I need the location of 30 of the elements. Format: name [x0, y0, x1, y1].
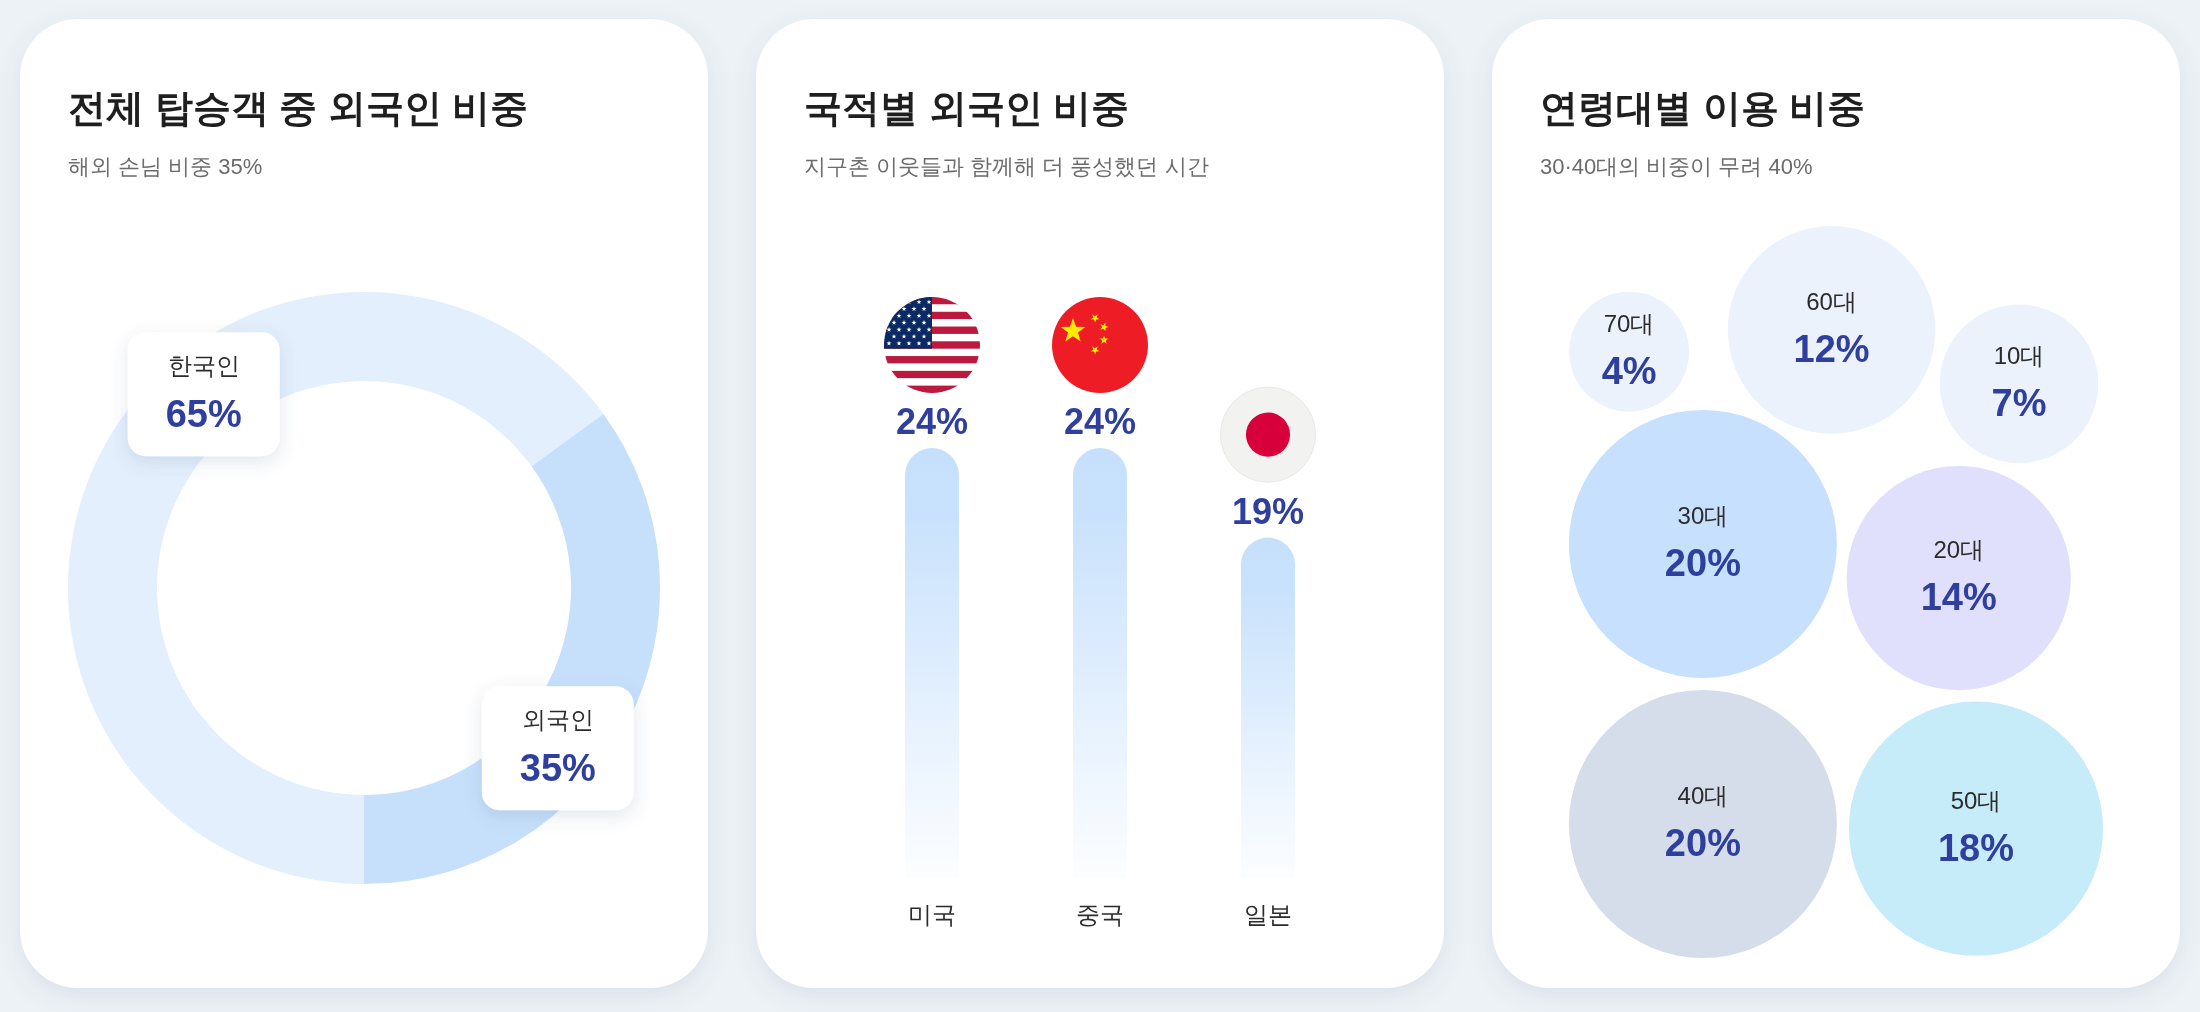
chart-subtitle: 30·40대의 비중이 무려 40% — [1540, 154, 1813, 179]
x-tick-label: 일본 — [1244, 901, 1292, 928]
chart-title: 국적별 외국인 비중 — [804, 87, 1130, 129]
category-label: 30대 — [1677, 501, 1729, 529]
chart-subtitle: 지구촌 이웃들과 함께해 더 풍성했던 시간 — [804, 154, 1209, 179]
category-label: 10대 — [1993, 341, 2045, 369]
slice-label: 외국인 — [521, 706, 594, 734]
data-label: 20% — [1664, 541, 1741, 584]
data-label: 20% — [1664, 821, 1741, 864]
chart-title: 전체 탑승객 중 외국인 비중 — [68, 87, 529, 129]
category-label: 60대 — [1806, 287, 1857, 315]
data-label: 19% — [1231, 490, 1305, 532]
x-tick-label: 중국 — [1076, 901, 1124, 928]
data-label: 14% — [1920, 576, 1997, 619]
data-label: 18% — [1937, 826, 2015, 869]
data-label: 35% — [519, 747, 596, 790]
category-label: 20대 — [1933, 536, 1985, 564]
data-label: 12% — [1793, 327, 1870, 370]
data-label: 24% — [1063, 401, 1137, 442]
category-label: 70대 — [1603, 309, 1655, 337]
category-label: 40대 — [1677, 781, 1729, 809]
data-label: 65% — [165, 393, 242, 436]
chart-title: 연령대별 이용 비중 — [1540, 87, 1866, 129]
data-label: 24% — [895, 401, 969, 442]
x-tick-label: 미국 — [908, 901, 956, 928]
category-label: 50대 — [1950, 786, 2002, 814]
slice-label: 한국인 — [167, 352, 240, 380]
data-label: 4% — [1601, 349, 1657, 392]
chart-subtitle: 해외 손님 비중 35% — [68, 154, 263, 179]
data-label: 7% — [1991, 381, 2047, 424]
